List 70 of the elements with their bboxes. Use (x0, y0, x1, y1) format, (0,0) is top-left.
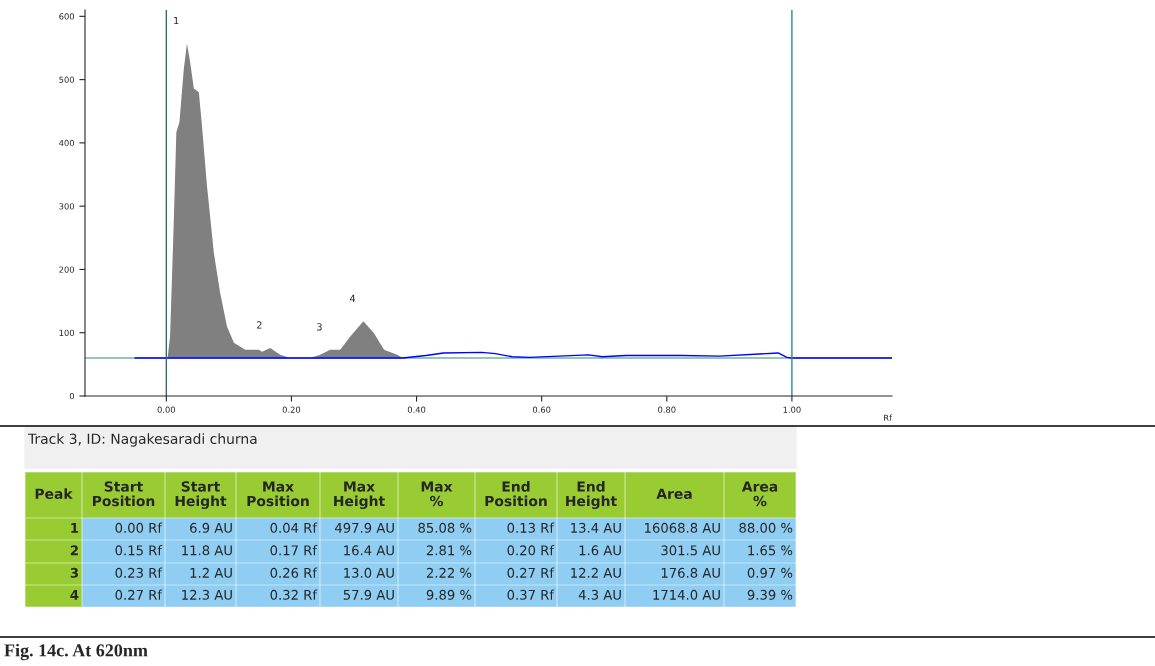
text: Max % (421, 481, 453, 507)
text: 301.5 AU (661, 545, 720, 556)
text: 2.81 % (426, 545, 472, 556)
text: 11.8 AU (182, 545, 232, 556)
text: Fig. 14c. At 620nm (4, 643, 148, 661)
annotation: 4 (349, 294, 356, 302)
x-tick-label: 0.60 (532, 406, 551, 413)
y-tick-label: 200 (59, 266, 75, 273)
text: 1.2 AU (190, 567, 232, 578)
text: 0.00 Rf (115, 522, 163, 533)
x-tick-label: 1.00 (783, 406, 801, 413)
text: Peak (35, 488, 73, 500)
text: End Height (566, 480, 617, 510)
text: 4.3 AU (578, 589, 621, 600)
text: 3 (70, 567, 78, 578)
y-tick-label: 400 (59, 139, 75, 147)
text: 1714.0 AU (653, 589, 720, 600)
annotation: 2 (257, 321, 262, 329)
x-tick-label: 0.00 (157, 406, 176, 413)
text: 2 (70, 545, 78, 556)
text: 0.26 Rf (270, 567, 318, 578)
text: 0.20 Rf (507, 545, 555, 556)
y-tick-label: 0 (69, 392, 75, 400)
text: 1.65 % (748, 545, 793, 556)
text: 12.2 AU (571, 567, 621, 578)
text: 0.13 Rf (507, 522, 555, 533)
text: Area (656, 488, 692, 500)
text: 1 (71, 523, 79, 533)
text: 4 (70, 590, 79, 600)
text: 0.27 Rf (115, 589, 163, 600)
text: Start Position (92, 481, 155, 507)
text: 16.4 AU (344, 545, 394, 556)
text: 0.97 % (747, 567, 793, 578)
text: 16068.8 AU (645, 522, 720, 533)
text: 9.89 % (426, 589, 472, 600)
text: End Position (485, 481, 547, 507)
text: Start Height (175, 481, 227, 510)
text: 12.3 AU (182, 589, 232, 600)
text: 0.17 Rf (270, 545, 318, 556)
text: Max Height (334, 481, 385, 510)
text: 176.8 AU (661, 567, 720, 578)
text: 13.0 AU (344, 567, 394, 578)
annotation: 1 (174, 17, 179, 25)
text: 0.15 Rf (115, 545, 163, 556)
text: 6.9 AU (190, 522, 232, 533)
text: Max Position (247, 481, 309, 507)
text: 88.00 % (739, 522, 793, 533)
x-tick-label: 0.40 (407, 406, 426, 413)
text: 0.32 Rf (270, 589, 318, 600)
text: 2.22 % (426, 567, 472, 578)
text: 497.9 AU (335, 522, 394, 533)
text: 0.04 Rf (270, 522, 318, 533)
text: Area % (741, 481, 778, 507)
y-tick-label: 500 (59, 76, 75, 83)
text: 13.4 AU (571, 522, 621, 533)
annotation: 3 (317, 323, 322, 331)
text: 1.6 AU (579, 545, 621, 556)
x-tick-label: 0.20 (282, 406, 301, 413)
y-tick-label: 100 (59, 329, 75, 337)
text: 57.9 AU (343, 589, 394, 600)
text: 0.37 Rf (507, 589, 555, 600)
text: 9.39 % (747, 589, 793, 600)
y-tick-label: 300 (59, 203, 75, 210)
text: Track 3, ID: Nagakesaradi churna (27, 433, 257, 447)
x-tick-label: 0.80 (658, 406, 676, 413)
text: 0.23 Rf (115, 567, 163, 578)
y-tick-label: 600 (59, 13, 75, 20)
x-axis-title: Rf (884, 414, 893, 421)
text: 0.27 Rf (507, 567, 555, 578)
text: 85.08 % (418, 522, 472, 533)
